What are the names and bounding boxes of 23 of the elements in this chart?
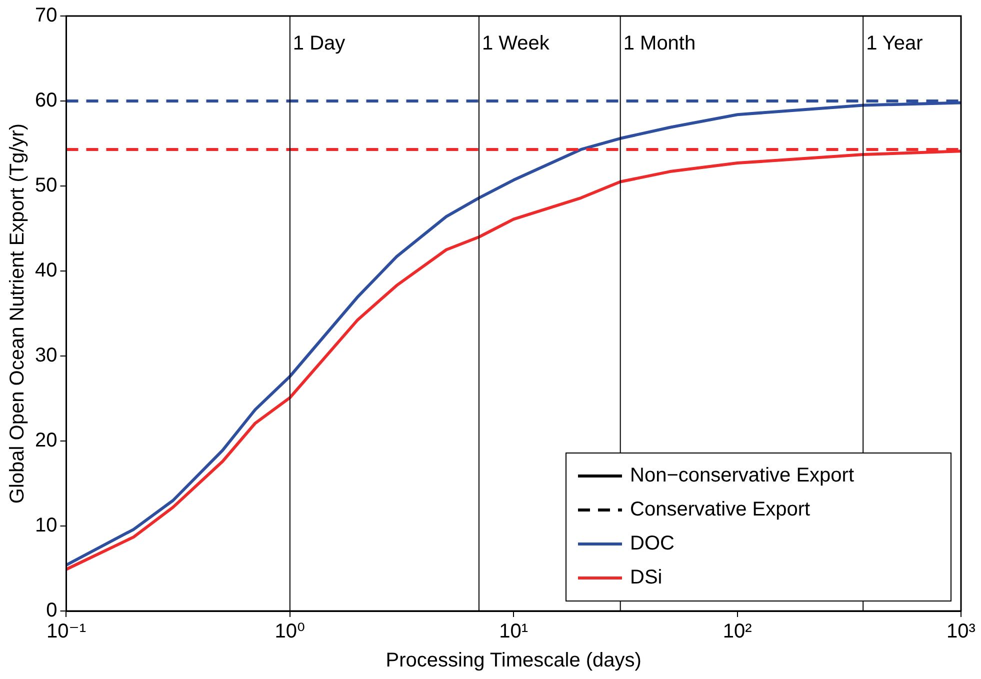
- y-axis-title: Global Open Ocean Nutrient Export (Tg/yr): [6, 123, 29, 504]
- y-tick-label: 30: [34, 344, 58, 367]
- x-tick-label: 10⁻¹: [46, 620, 86, 643]
- legend-label: DOC: [630, 532, 674, 555]
- x-tick-label: 10²: [722, 620, 752, 643]
- y-tick-label: 0: [46, 600, 58, 622]
- y-tick-label: 50: [34, 174, 58, 197]
- ref-line-label: 1 Week: [482, 32, 550, 55]
- y-tick-label: 60: [34, 90, 58, 112]
- ref-line-label: 1 Year: [866, 32, 924, 55]
- legend-label: DSi: [630, 566, 662, 589]
- x-tick-label: 10¹: [499, 620, 528, 643]
- legend-label: Non−conservative Export: [630, 464, 854, 487]
- y-tick-label: 40: [34, 260, 58, 282]
- x-tick-label: 10⁰: [274, 620, 306, 643]
- y-tick-label: 10: [34, 514, 58, 537]
- legend-label: Conservative Export: [630, 498, 811, 521]
- y-tick-label: 20: [34, 430, 58, 452]
- ref-line-label: 1 Month: [623, 32, 696, 55]
- x-tick-label: 10³: [946, 620, 976, 643]
- ref-line-label: 1 Day: [292, 32, 346, 55]
- x-axis-title: Processing Timescale (days): [386, 650, 642, 672]
- y-tick-label: 70: [34, 4, 58, 27]
